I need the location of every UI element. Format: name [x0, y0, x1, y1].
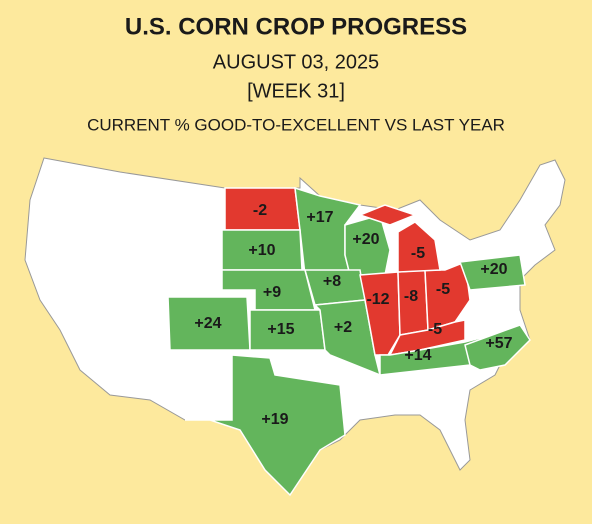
state-label: +57 [485, 335, 512, 352]
state-label: +9 [263, 284, 281, 301]
state-label: -2 [253, 202, 267, 219]
state-shape [397, 221, 441, 273]
regions [167, 186, 531, 497]
state-shape [379, 336, 482, 376]
state-label: +24 [194, 315, 221, 332]
state-label: +10 [248, 242, 275, 259]
state-label: -8 [404, 288, 418, 305]
state-label: -12 [366, 291, 389, 308]
state-label: -5 [428, 321, 442, 338]
week: [WEEK 31] [247, 80, 345, 102]
state-label: -5 [411, 245, 425, 262]
state-label: +20 [480, 261, 507, 278]
state-label: +19 [261, 411, 288, 428]
state-shape [185, 354, 346, 497]
labels: -2 +17 +10 +20 +9 +8 +24 +15 +2 -12 -8 -5 -5 -5 +14 +57… [194, 202, 512, 428]
state-label: +20 [352, 231, 379, 248]
state-shape [458, 254, 526, 291]
state-shape [357, 204, 418, 226]
date: AUGUST 03, 2025 [213, 51, 379, 73]
state-label: +17 [306, 209, 333, 226]
subtitle: CURRENT % GOOD-TO-EXCELLENT VS LAST YEAR [87, 115, 505, 134]
state-shape [464, 324, 531, 371]
state-label: +14 [404, 347, 431, 364]
state-label: +2 [334, 319, 352, 336]
state-label: -5 [436, 281, 450, 298]
title: U.S. CORN CROP PROGRESS [125, 13, 467, 40]
state-label: +15 [267, 321, 294, 338]
state-label: +8 [323, 273, 341, 290]
